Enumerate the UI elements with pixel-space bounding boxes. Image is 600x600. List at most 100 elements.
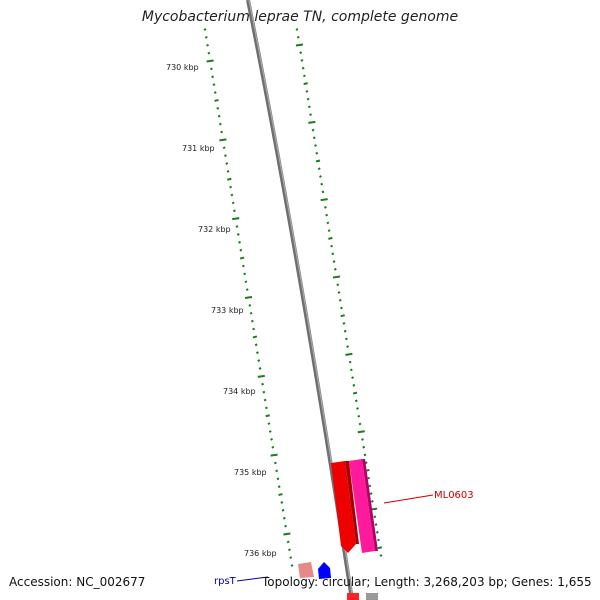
tick-mark-left [219, 138, 227, 142]
tick-mark-left [216, 106, 220, 110]
tick-mark-right [325, 213, 329, 217]
tick-mark-left [284, 524, 288, 528]
tick-mark-right [352, 383, 356, 387]
tick-mark-left [222, 146, 226, 150]
tick-mark-left [263, 398, 267, 402]
tick-mark-right [321, 190, 325, 194]
gene-arrow-red[interactable] [331, 461, 356, 553]
gene-label-rpst[interactable]: rpsT [214, 576, 237, 587]
tick-mark-left [243, 272, 247, 276]
tick-mark-left [273, 461, 277, 465]
tick-mark-left [270, 453, 278, 457]
tick-mark-right [305, 89, 309, 93]
tick-label: 732 kbp [198, 225, 231, 234]
tick-mark-right [340, 306, 343, 310]
tick-mark-right [300, 59, 304, 62]
tick-mark-right [314, 144, 317, 147]
tick-mark-right [349, 368, 353, 372]
tick-mark-left [254, 343, 258, 347]
tick-mark-right [309, 113, 313, 116]
tick-track-left [203, 28, 294, 567]
tick-mark-right [317, 167, 321, 171]
tick-mark-left [212, 83, 216, 87]
tick-mark-left [282, 516, 286, 520]
tick-mark-right [319, 175, 322, 178]
tick-mark-right [367, 476, 371, 480]
tick-mark-left [227, 177, 232, 181]
tick-mark-right [354, 399, 358, 403]
tick-mark-right [346, 345, 350, 349]
gene-arrow-blue[interactable] [318, 562, 331, 579]
topology-text: Topology: circular; Length: 3,268,203 bp… [262, 575, 592, 589]
tick-mark-left [238, 240, 241, 244]
tick-mark-left [225, 162, 229, 165]
tick-mark-right [357, 430, 365, 434]
tick-mark-left [271, 445, 275, 449]
tick-mark-right [348, 360, 352, 364]
tick-mark-left [236, 233, 240, 236]
tick-mark-left [252, 335, 258, 339]
tick-mark-right [302, 74, 306, 78]
tick-mark-left [248, 303, 252, 307]
tick-mark-left [211, 75, 215, 79]
tick-mark-right [368, 484, 372, 488]
tick-mark-left [268, 430, 272, 433]
tick-mark-left [241, 264, 245, 268]
gene-bottom-red[interactable] [347, 593, 359, 600]
tick-mark-left [213, 91, 217, 94]
tick-mark-left [277, 485, 281, 489]
tick-mark-right [377, 546, 383, 550]
tick-label: 730 kbp [166, 63, 199, 72]
tick-mark-right [326, 221, 330, 225]
tick-mark-right [344, 337, 348, 341]
tick-mark-left [235, 225, 239, 228]
tick-mark-right [323, 206, 327, 209]
tick-mark-right [295, 28, 299, 31]
tick-label: 734 kbp [223, 387, 256, 396]
tick-label: 731 kbp [182, 144, 215, 153]
tick-mark-right [375, 530, 379, 534]
tick-mark-left [261, 382, 265, 386]
tick-mark-right [363, 453, 367, 457]
tick-mark-left [287, 548, 291, 552]
gene-arrow-pink[interactable] [298, 562, 314, 578]
tick-mark-left [265, 414, 270, 418]
tick-mark-left [276, 477, 280, 481]
tick-mark-left [245, 288, 249, 292]
tick-mark-right [308, 120, 316, 124]
tick-mark-right [362, 445, 366, 449]
gene-label-ml0603[interactable]: ML0603 [434, 490, 474, 501]
tick-mark-right [345, 352, 353, 356]
tick-mark-right [327, 229, 331, 233]
tick-mark-right [299, 51, 303, 55]
ml0603-leader-line [383, 494, 434, 504]
tick-mark-right [331, 252, 335, 256]
genome-backbone [246, 0, 354, 600]
tick-mark-left [278, 493, 283, 497]
tick-mark-right [351, 376, 355, 379]
gene-bottom-gray [366, 593, 378, 600]
tick-mark-right [338, 298, 342, 302]
tick-mark-left [206, 43, 210, 47]
tick-mark-left [231, 201, 235, 205]
tick-mark-right [311, 128, 315, 132]
tick-mark-right [352, 391, 358, 395]
tick-mark-right [379, 554, 383, 557]
tick-mark-left [283, 532, 291, 536]
tick-mark-right [320, 198, 328, 202]
tick-mark-right [315, 151, 319, 155]
tick-mark-left [257, 359, 261, 362]
tick-mark-left [218, 122, 222, 126]
tick-mark-left [203, 28, 207, 31]
tick-mark-right [312, 136, 316, 140]
tick-mark-left [290, 564, 294, 567]
tick-mark-left [281, 508, 285, 512]
rpst-leader-line [236, 576, 269, 582]
tick-mark-left [232, 209, 236, 213]
tick-mark-right [337, 291, 341, 294]
tick-mark-right [336, 283, 340, 287]
gene-arrow-magenta[interactable] [349, 459, 375, 553]
tick-label-group: 730 kbp 731 kbp 732 kbp 733 kbp 734 kbp 735 k… [166, 63, 277, 558]
tick-mark-right [328, 236, 333, 240]
tick-mark-right [356, 407, 359, 410]
